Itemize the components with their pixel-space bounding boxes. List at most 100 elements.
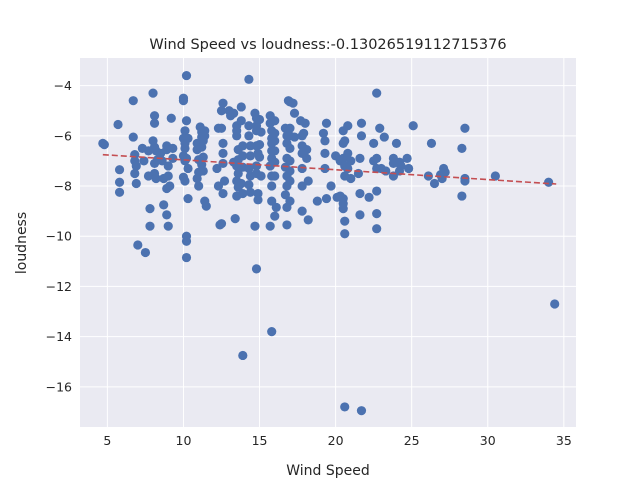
data-point	[212, 163, 222, 174]
data-point	[230, 214, 240, 224]
data-point	[544, 177, 554, 187]
data-point	[181, 70, 192, 81]
data-point	[270, 136, 280, 146]
trend-line	[102, 153, 557, 185]
data-point	[285, 156, 295, 166]
data-point	[113, 119, 123, 130]
data-point	[289, 108, 300, 118]
data-point	[299, 128, 309, 138]
data-point	[131, 178, 141, 189]
data-point	[379, 132, 389, 142]
data-point	[320, 136, 330, 146]
data-point	[457, 143, 467, 153]
data-point	[356, 406, 367, 416]
data-point	[340, 216, 350, 226]
data-point	[99, 140, 109, 150]
data-point	[338, 204, 348, 214]
data-point	[355, 210, 365, 220]
x-axis-ticks: 5 10 15 20 25 30 35	[103, 433, 571, 448]
data-point	[168, 153, 178, 164]
data-point	[338, 138, 348, 148]
data-point	[145, 204, 155, 214]
y-tick-label: −16	[46, 379, 72, 394]
data-point	[163, 171, 173, 181]
data-point	[178, 93, 189, 103]
data-point	[270, 157, 280, 167]
data-point	[194, 181, 204, 191]
data-point	[282, 220, 292, 230]
data-point	[326, 181, 336, 191]
data-point	[321, 118, 332, 128]
data-point	[375, 123, 385, 133]
data-point	[340, 229, 350, 239]
data-point	[426, 138, 437, 148]
data-point	[128, 96, 138, 106]
data-point	[440, 167, 450, 177]
data-point	[238, 350, 248, 361]
data-point	[289, 132, 300, 142]
data-point	[303, 215, 313, 225]
data-point	[162, 210, 172, 220]
data-point	[145, 221, 155, 231]
data-point	[251, 161, 262, 171]
data-point	[181, 153, 192, 164]
data-point	[183, 133, 193, 143]
data-point	[270, 211, 280, 221]
data-point	[369, 138, 379, 148]
data-point	[320, 148, 330, 158]
data-point	[236, 178, 246, 189]
data-point	[238, 141, 248, 151]
data-point	[372, 88, 382, 98]
data-point	[346, 173, 356, 184]
data-point	[149, 111, 160, 121]
data-point	[245, 187, 256, 197]
data-point	[244, 131, 254, 141]
y-tick-label: −6	[54, 128, 72, 143]
data-point	[300, 118, 310, 128]
data-point	[114, 177, 125, 187]
data-point	[364, 192, 374, 202]
data-point	[267, 181, 277, 191]
data-point	[163, 221, 173, 231]
data-point	[490, 171, 500, 181]
data-point	[396, 161, 406, 171]
data-point	[321, 193, 332, 204]
data-point	[213, 181, 224, 191]
x-tick-label: 25	[404, 433, 420, 448]
x-tick-label: 5	[103, 433, 111, 448]
data-point	[244, 121, 254, 131]
data-point	[232, 131, 242, 141]
y-axis-ticks: −16 −14 −12 −10 −8 −6 −4	[46, 78, 72, 394]
trend-line-group	[102, 153, 557, 185]
data-point	[254, 140, 265, 150]
data-point	[270, 171, 280, 181]
data-point	[303, 176, 313, 186]
data-point	[201, 201, 211, 211]
data-point	[340, 402, 350, 412]
data-point	[343, 121, 353, 131]
data-point	[216, 123, 227, 133]
data-point	[218, 98, 228, 108]
data-point	[236, 116, 246, 126]
data-point	[297, 163, 307, 174]
data-point	[285, 176, 295, 186]
data-point	[183, 193, 193, 204]
x-tick-label: 15	[252, 433, 268, 448]
data-point	[181, 252, 192, 263]
data-point	[238, 151, 248, 161]
data-point	[165, 181, 175, 191]
data-point	[192, 173, 202, 184]
data-point	[218, 188, 228, 199]
y-tick-label: −4	[54, 78, 72, 93]
data-point	[238, 188, 248, 199]
data-point	[219, 176, 230, 186]
data-point	[460, 123, 470, 133]
data-point	[183, 163, 193, 174]
data-point	[391, 138, 402, 148]
data-point	[270, 146, 280, 156]
data-point	[218, 148, 228, 158]
data-point	[218, 158, 228, 169]
chart-title: Wind Speed vs loudness:-0.13026519112715…	[149, 37, 506, 53]
data-point	[250, 221, 260, 231]
data-point	[218, 138, 228, 148]
